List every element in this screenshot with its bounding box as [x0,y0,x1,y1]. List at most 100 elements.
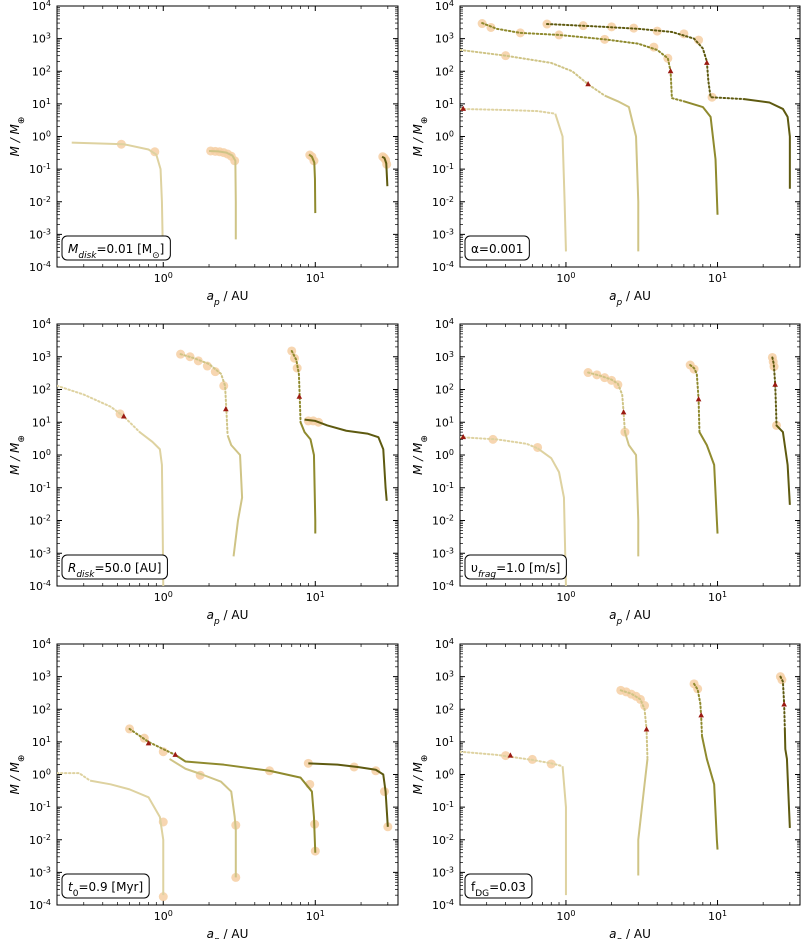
y-tick-label-exp: 3 [46,31,51,40]
growth-marker [629,23,639,33]
y-tick-label-base: 10 [432,482,446,495]
track-solid-1 [554,113,567,252]
y-tick-label-exp: 3 [46,669,51,678]
y-tick-label: 102 [435,382,454,397]
y-tick-label-base: 10 [435,0,449,13]
y-tick-label-base: 10 [29,261,43,274]
x-tick-label-base: 10 [708,272,722,285]
plot-frame [459,323,801,587]
y-tick-label-base: 10 [29,547,43,560]
x-tick-label: 100 [556,590,575,605]
x-axis-label: ap / AU [609,289,651,308]
y-tick-label-base: 10 [32,416,46,429]
triangle-marker [704,59,710,65]
track-dotted-1 [460,750,564,768]
x-tick-label-exp: 0 [168,909,173,918]
triangle-marker [507,752,514,758]
y-tick-label-base: 10 [32,449,46,462]
annotation-text: υfrag=1.0 [m/s] [471,561,560,580]
x-axis-label: ap / AU [207,927,249,939]
y-tick-label-exp: 2 [46,702,51,711]
y-tick-label-exp: -4 [446,579,454,588]
track-dotted-3 [689,363,701,434]
parameter-annotation: Rdisk=50.0 [AU] [61,554,168,580]
x-tick-label: 100 [154,590,173,605]
y-axis-label-sub: ⊕ [420,117,430,125]
track-solid-4 [308,762,389,827]
y-tick-label-base: 10 [432,196,446,209]
triangle-marker [695,396,702,402]
y-tick-label: 102 [32,702,51,717]
y-tick-label: 103 [435,349,454,364]
y-axis-label: M / M⊕ [411,117,430,157]
annotation-symbol: t [68,880,74,894]
y-tick-label: 10-1 [432,480,454,495]
y-axis-label: M / M⊕ [411,755,430,795]
y-tick-label-exp: 1 [46,96,51,105]
y-tick-label: 10-2 [29,194,51,209]
y-tick-label-base: 10 [32,638,46,651]
x-tick-label-exp: 1 [320,590,325,599]
y-tick-label-exp: -1 [43,480,51,489]
y-tick-label-exp: 1 [46,734,51,743]
plot-frame [459,643,801,906]
y-tick-label-exp: -4 [446,898,454,907]
y-tick-label-base: 10 [32,703,46,716]
y-tick-label: 10-4 [29,260,51,275]
x-tick-label-base: 10 [556,910,570,923]
y-tick-label: 103 [435,31,454,46]
series-group [57,724,393,902]
x-tick-label-base: 10 [556,272,570,285]
annotation-subscript: DG [475,889,489,899]
y-tick-label-base: 10 [435,65,449,78]
y-axis-label-sub: ⊕ [17,435,27,443]
track-dotted-2 [619,689,649,760]
track-solid-2 [226,434,244,557]
track-dotted-3 [128,727,177,756]
x-axis-label-symbol: a [609,608,616,622]
triangle-marker [772,381,778,387]
y-tick-label: 10-4 [432,579,454,594]
y-tick-label-exp: 4 [46,317,51,326]
triangle-marker [172,751,179,757]
y-tick-label-exp: 4 [449,637,454,646]
annotation-symbol: f [471,880,476,894]
y-tick-label-exp: -2 [43,513,51,522]
y-tick-label-exp: -2 [43,832,51,841]
y-tick-label-exp: -3 [43,546,51,555]
y-tick-label-base: 10 [32,384,46,397]
y-tick-label: 10-4 [432,898,454,913]
annotation-value: =0.01 [M [96,242,152,256]
y-tick-label-base: 10 [32,131,46,144]
y-tick-label-exp: 4 [46,0,51,8]
y-tick-label: 10-3 [29,546,51,561]
track-solid-1 [139,431,165,586]
track-solid-3 [698,431,719,534]
y-tick-label-base: 10 [32,65,46,78]
y-tick-label-base: 10 [32,351,46,364]
x-tick-label: 101 [708,909,727,924]
y-tick-label-base: 10 [435,703,449,716]
x-tick-label-exp: 0 [570,909,575,918]
growth-marker [219,381,229,391]
y-tick-label: 10-3 [29,227,51,242]
growth-marker [158,892,168,902]
track-dotted-1 [460,436,539,450]
y-tick-label: 103 [32,31,51,46]
y-tick-label: 104 [435,637,454,652]
triangle-marker [296,393,303,399]
y-axis-label-sub: ⊕ [17,755,27,763]
y-tick-label-exp: 3 [46,349,51,358]
y-tick-label-base: 10 [432,866,446,879]
y-tick-label-base: 10 [435,318,449,331]
y-tick-label-base: 10 [32,0,46,13]
y-tick-label: 101 [435,734,454,749]
y-axis-label-text: M / M [8,761,22,794]
triangle-marker [223,406,229,412]
x-axis-label-sub: p [615,617,622,627]
series-group [71,139,392,240]
